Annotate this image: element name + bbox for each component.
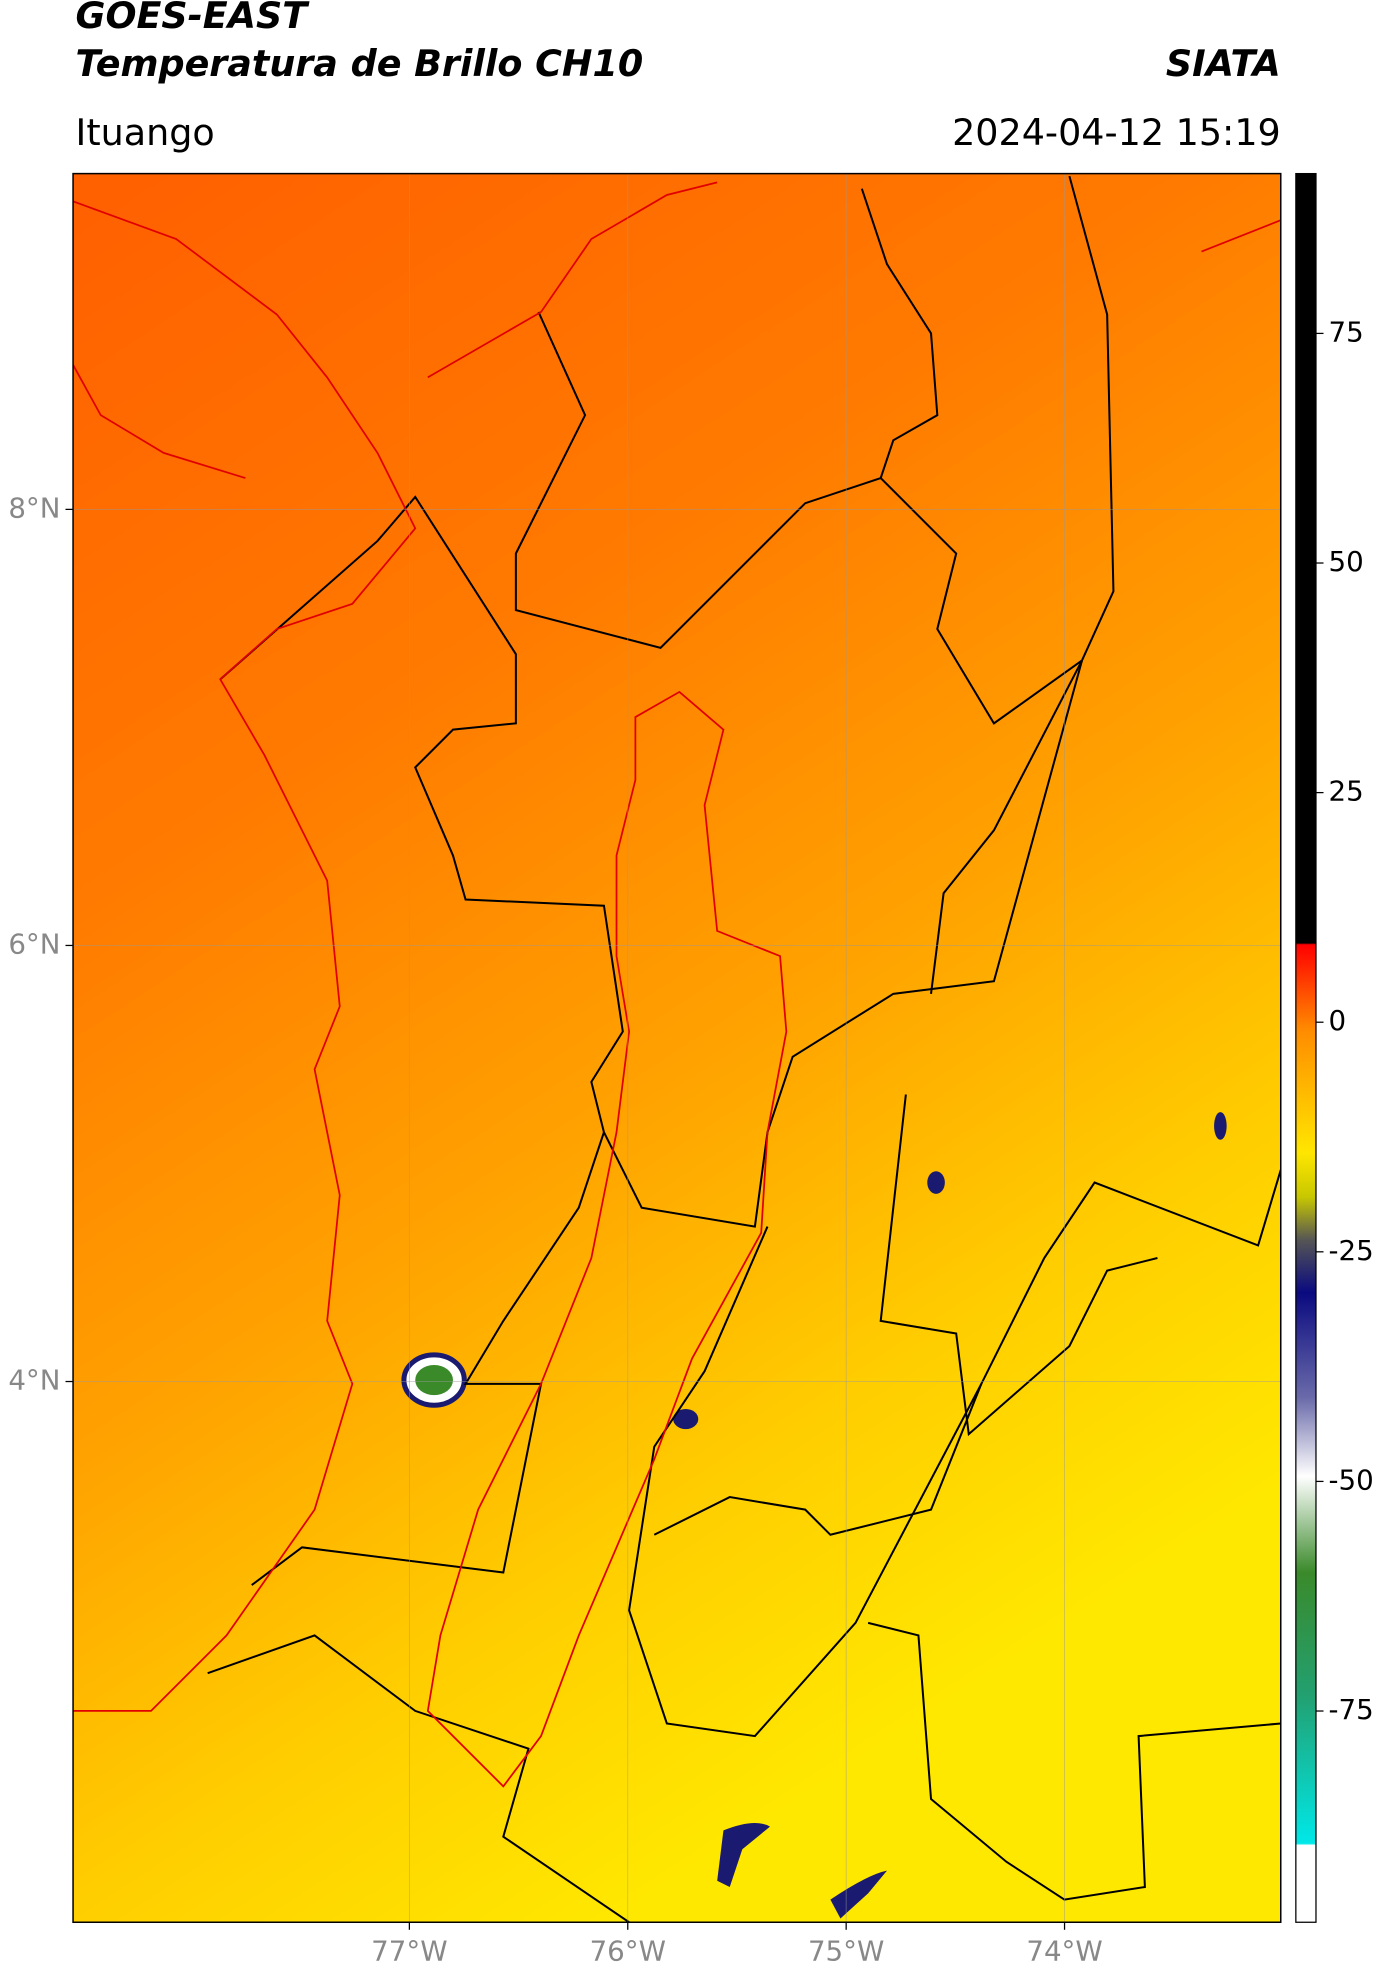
x-tick-label: 74°W [1026, 1934, 1102, 1967]
x-tick-label: 76°W [590, 1934, 666, 1967]
colorbar-tick-label: -50 [1329, 1463, 1374, 1496]
colorbar [1295, 172, 1317, 1923]
x-tick-label: 75°W [808, 1934, 884, 1967]
source: SIATA [1166, 42, 1281, 85]
colorbar-tick-label: 25 [1329, 775, 1364, 808]
colorbar-tick-label: -75 [1329, 1693, 1374, 1726]
subtitle: Temperatura de Brillo CH10 [76, 42, 644, 85]
map-frame [72, 172, 1282, 1924]
y-tick-label: 8°N [8, 491, 60, 524]
graticule [73, 173, 1281, 1923]
location: Ituango [76, 111, 215, 154]
x-tick-label: 77°W [371, 1934, 447, 1967]
map-image [73, 173, 1281, 1923]
title: GOES-EAST [76, 0, 311, 37]
y-tick-label: 6°N [8, 927, 60, 960]
colorbar-tick-label: -25 [1329, 1234, 1374, 1267]
datetime: 2024-04-12 15:19 [952, 111, 1281, 154]
colorbar-tick-label: 0 [1329, 1004, 1347, 1037]
y-tick-label: 4°N [8, 1364, 60, 1397]
colorbar-tick-label: 75 [1329, 315, 1364, 348]
colorbar-tick-label: 50 [1329, 545, 1364, 578]
